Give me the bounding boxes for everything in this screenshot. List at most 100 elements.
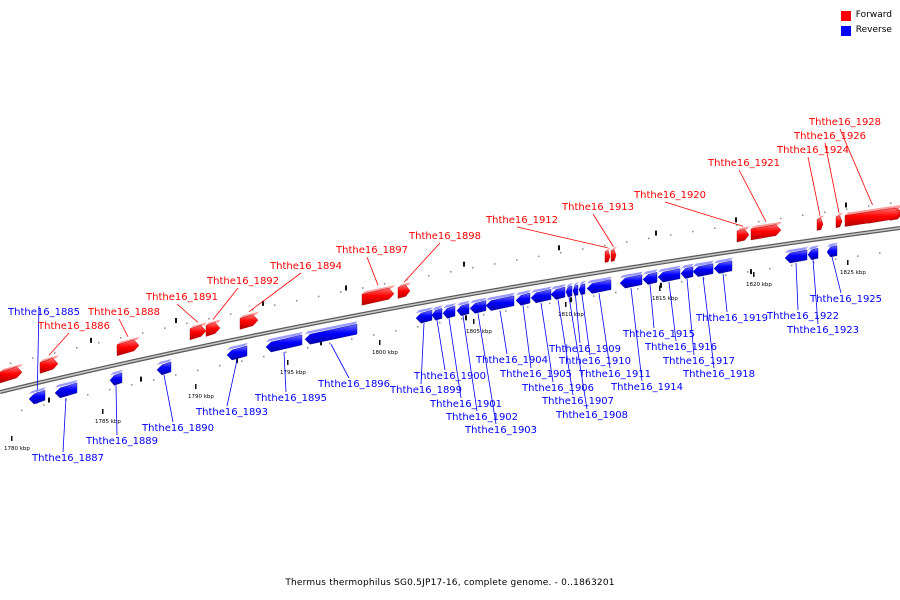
gene-ththe16-1918-top [693,260,714,267]
gene-ththe16-1920[interactable] [736,229,750,243]
gene-ththe16-1888[interactable] [116,339,140,357]
ruler-dot [32,357,34,359]
ruler-dot [714,227,716,229]
gene-ththe16-1887[interactable] [54,382,78,399]
gene-ththe16-1919-top [714,257,733,264]
gene-ththe16-1905[interactable] [515,292,531,306]
gene-ththe16-1893-top [227,342,248,351]
gene-ththe16-1908[interactable] [565,285,573,298]
gene-ththe16-1901[interactable] [442,305,456,319]
gene-ththe16-1886-connector [48,332,70,356]
gene-ththe16-1904-connector [499,310,508,355]
gene-ththe16-1928-label: Ththe16_1928 [808,117,881,128]
gene-ththe16-1922-connector [795,262,799,311]
gene-ththe16-1914-connector [630,288,643,382]
gene-ththe16-1903-connector [477,313,497,425]
gene-ththe16-1897-label: Ththe16_1897 [335,245,408,256]
gene-ththe16-1923-top [808,245,819,250]
gene-ththe16-1909-label: Ththe16_1909 [548,344,621,355]
gene-ththe16-1912[interactable] [604,250,611,263]
gene-ththe16-1888-top [117,336,140,345]
gene-ththe16-1928[interactable] [844,207,900,227]
gene-ththe16-1894-label: Ththe16_1894 [269,261,342,272]
gene-ththe16-1902[interactable] [456,303,470,316]
gene-ththe16-1904[interactable] [485,295,515,311]
gene-ththe16-1917[interactable] [680,266,694,279]
gene-ththe16-1895-label: Ththe16_1895 [254,393,327,404]
ruler-dot [824,211,826,213]
ruler-dot [373,334,375,336]
gene-ththe16-1905-connector [522,305,532,369]
gene-ththe16-1915[interactable] [642,272,658,285]
gene-ththe16-1919[interactable] [713,260,733,274]
gene-ththe16-1900[interactable] [431,308,443,321]
gene-ththe16-1894[interactable] [239,314,259,330]
gene-ththe16-1904-label: Ththe16_1904 [475,355,548,366]
ruler-dot [21,409,23,412]
gene-ththe16-1916[interactable] [657,268,681,283]
ruler-dot [835,258,837,260]
gene-ththe16-1903[interactable] [469,300,487,314]
gene-ththe16-1897[interactable] [361,287,395,306]
gene-ththe16-1907[interactable] [550,286,566,300]
ruler-dot [868,205,870,207]
gene-ththe16-1925[interactable] [826,245,838,258]
ruler-dot [637,288,639,290]
gene-unlabelled-top [0,363,23,372]
gene-ththe16-1923[interactable] [807,248,819,260]
gene-ththe16-1885[interactable] [28,389,46,405]
gene-ththe16-1898[interactable] [397,285,411,299]
gene-ththe16-1924[interactable] [816,218,824,231]
gene-ththe16-1923-connector [812,259,819,325]
gene-ththe16-1893[interactable] [226,345,248,361]
gene-ththe16-1890-label: Ththe16_1890 [141,423,214,434]
ruler-dot [846,208,848,210]
ruler-tick-label: 1815 kbp [652,296,678,302]
ruler-dot [538,255,540,258]
gene-ththe16-1899[interactable] [415,309,433,324]
gene-ththe16-1917-connector [686,278,695,356]
ruler-dot [153,379,155,381]
gene-ththe16-1899-label: Ththe16_1899 [389,385,462,396]
gene-ththe16-1915-connector [649,284,655,329]
gene-ththe16-1909[interactable] [572,284,579,297]
gene-ththe16-1913[interactable] [610,249,617,262]
gene-ththe16-1922[interactable] [784,249,808,264]
gene-ththe16-1910[interactable] [578,283,586,296]
gene-ththe16-1911-top [587,276,612,284]
gene-ththe16-1890[interactable] [156,361,172,376]
gene-ththe16-1895[interactable] [265,334,303,353]
gene-ththe16-1911[interactable] [586,279,612,294]
gene-ththe16-1889[interactable] [109,372,123,386]
ruler-tick-mark [102,409,104,414]
gene-ththe16-1921[interactable] [750,224,782,241]
ruler-dash [845,202,847,208]
gene-ththe16-1886-label: Ththe16_1886 [37,321,110,332]
ruler-dot [758,220,760,223]
ruler-dot [604,244,606,247]
gene-ththe16-1910-label: Ththe16_1910 [558,356,631,367]
gene-ththe16-1896[interactable] [304,323,358,345]
gene-ththe16-1892[interactable] [205,322,221,337]
gene-ththe16-1914[interactable] [619,274,643,289]
gene-ththe16-1891[interactable] [189,325,207,341]
ruler-dot [879,252,881,254]
ruler-dot [142,332,144,334]
ruler-tick-label: 1780 kbp [4,446,30,452]
ruler-dot [461,317,463,320]
ruler-dot [802,214,804,217]
gene-ththe16-1918[interactable] [692,263,714,277]
gene-ththe16-1907-top [551,284,566,290]
gene-ththe16-1906[interactable] [530,289,552,304]
gene-ththe16-1892-label: Ththe16_1892 [206,276,279,287]
ruler-tick-mark [195,384,197,389]
ruler-dot [450,270,452,273]
gene-ththe16-1886[interactable] [39,357,59,374]
gene-ththe16-1926[interactable] [835,215,843,229]
gene-unlabelled[interactable] [0,366,23,384]
ruler-dot [527,306,529,308]
ruler-dash [750,269,752,275]
ruler-tick-label: 1820 kbp [746,282,772,288]
ruler-dot [736,224,738,226]
gene-ththe16-1920-top [737,226,750,232]
